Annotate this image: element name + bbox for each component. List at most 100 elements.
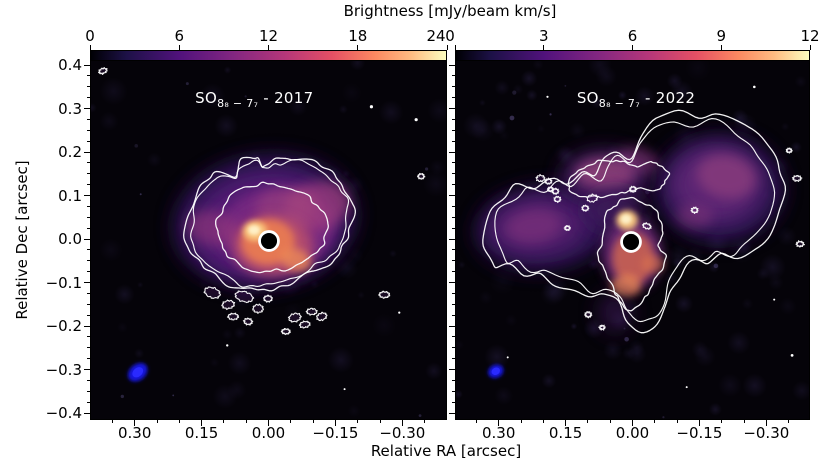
y-tick-label: 0.3 bbox=[58, 99, 82, 118]
x-tick bbox=[788, 420, 790, 423]
y-tick-label: 0.4 bbox=[58, 56, 82, 74]
y-tick bbox=[452, 347, 455, 349]
x-tick bbox=[698, 420, 700, 426]
y-tick bbox=[452, 184, 455, 186]
y-tick-label: −0.1 bbox=[45, 273, 82, 292]
y-tick bbox=[87, 162, 90, 164]
y-tick bbox=[452, 97, 455, 99]
y-tick bbox=[87, 86, 90, 88]
y-tick bbox=[87, 205, 90, 207]
y-tick bbox=[87, 390, 90, 392]
colorbar-tick-label: 3 bbox=[538, 27, 549, 45]
x-tick bbox=[498, 420, 500, 426]
y-tick bbox=[452, 358, 455, 360]
emission-map-2022 bbox=[456, 61, 809, 419]
colorbar-tick bbox=[543, 45, 545, 50]
colorbar-tick bbox=[178, 45, 180, 50]
y-tick bbox=[87, 140, 90, 142]
beam-ellipse bbox=[488, 364, 504, 379]
x-tick bbox=[357, 420, 359, 423]
x-tick bbox=[542, 420, 544, 423]
x-tick bbox=[223, 420, 225, 423]
emission-blobs bbox=[476, 134, 784, 333]
colorbar-tick-label: 12 bbox=[800, 27, 820, 45]
y-tick bbox=[87, 260, 90, 262]
x-tick bbox=[111, 420, 113, 423]
colorbar-title: Brightness [mJy/beam km/s] bbox=[343, 2, 557, 20]
y-tick bbox=[449, 238, 455, 240]
x-tick-label: 0.15 bbox=[548, 424, 583, 442]
panel-title-2017: SO8₈ − 7₇ - 2017 bbox=[195, 89, 313, 110]
x-tick-label: 0.00 bbox=[251, 424, 286, 442]
panel-2017: SO8₈ − 7₇ - 2017 bbox=[90, 60, 447, 420]
y-tick bbox=[452, 249, 455, 251]
y-axis-label: Relative Dec [arcsec] bbox=[13, 160, 31, 320]
y-tick bbox=[452, 390, 455, 392]
colorbar-tick bbox=[446, 45, 448, 50]
x-tick bbox=[134, 420, 136, 426]
y-tick bbox=[87, 75, 90, 77]
x-tick bbox=[520, 420, 522, 423]
y-tick bbox=[87, 216, 90, 218]
y-tick bbox=[84, 151, 90, 153]
y-tick bbox=[84, 238, 90, 240]
molecule-label: SO bbox=[576, 89, 599, 107]
y-tick bbox=[87, 227, 90, 229]
x-tick bbox=[587, 420, 589, 423]
emission-blobs bbox=[173, 154, 357, 288]
colorbar-tick-label: 0 bbox=[85, 27, 95, 45]
colorbar-tick-label: 24 bbox=[426, 27, 446, 45]
y-tick bbox=[87, 173, 90, 175]
y-tick bbox=[452, 336, 455, 338]
x-tick-label: 0.00 bbox=[615, 424, 650, 442]
y-tick bbox=[87, 129, 90, 131]
y-tick bbox=[452, 303, 455, 305]
y-tick bbox=[84, 369, 90, 370]
y-tick bbox=[87, 379, 90, 381]
x-tick bbox=[765, 420, 767, 426]
colorbar-tick-label: 9 bbox=[716, 27, 727, 45]
y-tick bbox=[449, 412, 455, 414]
x-tick-label: 0.30 bbox=[481, 424, 516, 442]
panel-title-2022: SO8₈ − 7₇ - 2022 bbox=[577, 89, 695, 110]
y-tick bbox=[84, 325, 90, 327]
y-tick bbox=[452, 314, 455, 316]
y-tick bbox=[452, 271, 455, 273]
x-tick-label: −0.15 bbox=[312, 424, 359, 442]
y-tick bbox=[452, 205, 455, 207]
x-tick bbox=[743, 420, 745, 423]
y-tick bbox=[452, 129, 455, 131]
y-tick-label: −0.2 bbox=[45, 317, 82, 335]
x-tick bbox=[676, 420, 678, 423]
y-tick bbox=[452, 401, 455, 403]
x-tick bbox=[721, 420, 723, 423]
y-tick bbox=[87, 118, 90, 120]
y-tick-label: 0.0 bbox=[58, 230, 82, 248]
colorbar-tick bbox=[720, 45, 722, 50]
colorbar-tick bbox=[809, 45, 811, 50]
x-tick bbox=[268, 420, 269, 426]
y-tick bbox=[449, 325, 455, 327]
y-tick bbox=[452, 173, 455, 175]
x-tick bbox=[632, 420, 633, 426]
transition-label: 8₈ − 7₇ bbox=[217, 97, 259, 110]
y-tick bbox=[87, 184, 90, 186]
x-tick bbox=[156, 420, 158, 423]
x-tick bbox=[565, 420, 567, 426]
y-tick bbox=[449, 108, 455, 109]
panel-2022: SO8₈ − 7₇ - 2022 bbox=[455, 60, 810, 420]
y-tick bbox=[452, 75, 455, 77]
y-tick bbox=[87, 271, 90, 273]
y-tick bbox=[452, 118, 455, 120]
colorbar-tick-label: 6 bbox=[174, 27, 185, 45]
x-tick bbox=[401, 420, 403, 426]
colorbar-tick bbox=[632, 45, 633, 50]
y-tick bbox=[84, 64, 90, 66]
molecule-label: SO bbox=[195, 89, 218, 107]
x-tick bbox=[290, 420, 292, 423]
x-tick bbox=[334, 420, 336, 426]
y-tick bbox=[84, 412, 90, 414]
y-tick bbox=[87, 303, 90, 305]
y-tick-label: −0.4 bbox=[45, 404, 82, 422]
y-tick bbox=[84, 282, 90, 283]
